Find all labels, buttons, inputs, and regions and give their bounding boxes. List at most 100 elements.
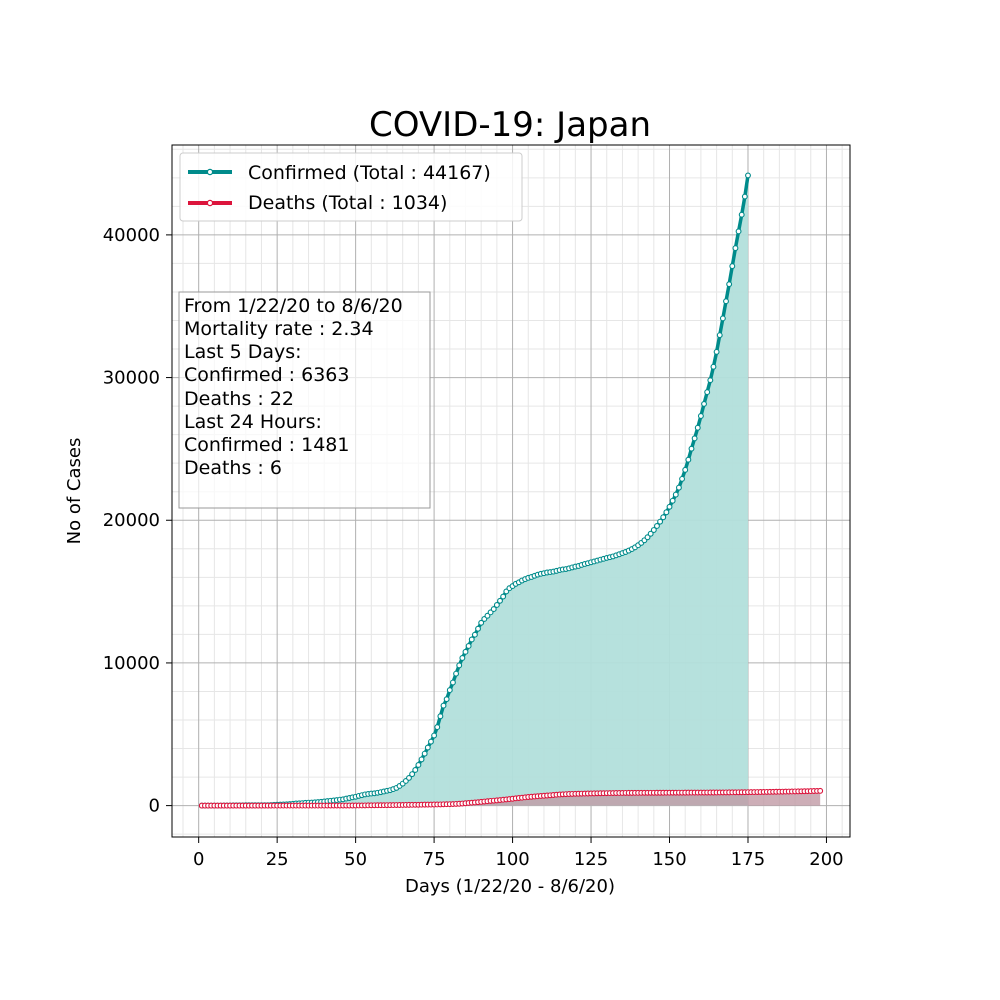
y-tick-label: 30000 xyxy=(103,368,160,389)
series-0-point xyxy=(406,774,412,781)
series-0-point xyxy=(735,228,742,235)
series-0-point xyxy=(713,348,720,355)
y-tick-label: 40000 xyxy=(103,225,160,246)
series-0-point xyxy=(431,732,438,739)
legend: Confirmed (Total : 44167) Deaths (Total … xyxy=(179,152,523,222)
series-0-point xyxy=(682,466,689,473)
y-axis-label: No of Cases xyxy=(64,438,85,545)
y-tick-label: 10000 xyxy=(103,653,160,674)
info-line-last5-heading: Last 5 Days: xyxy=(184,341,302,363)
series-0-point xyxy=(497,597,503,604)
series-0-point xyxy=(726,281,733,288)
series-0-point xyxy=(694,424,701,431)
series-0-point xyxy=(415,761,422,768)
series-0-point xyxy=(468,636,475,643)
series-0-point xyxy=(490,606,497,613)
series-0-point xyxy=(465,643,472,649)
x-tick-label: 25 xyxy=(266,849,289,870)
series-0-point xyxy=(443,696,450,703)
series-0-point xyxy=(723,298,729,305)
series-0-point xyxy=(462,648,469,655)
info-line-last24-heading: Last 24 Hours: xyxy=(184,411,322,433)
x-tick-label: 0 xyxy=(193,849,204,870)
series-0-point xyxy=(710,363,717,370)
info-line-range: From 1/22/20 to 8/6/20 xyxy=(184,295,403,317)
series-0-point xyxy=(685,456,692,463)
series-0-point xyxy=(437,713,444,720)
series-0-point xyxy=(729,263,736,270)
series-0-point xyxy=(732,245,739,252)
series-0-point xyxy=(647,530,654,537)
series-0-point xyxy=(669,497,676,504)
info-line-last24-confirmed: Confirmed : 1481 xyxy=(184,434,349,456)
series-0-point xyxy=(446,687,453,694)
y-tick-label: 0 xyxy=(149,796,160,817)
series-0-point xyxy=(434,724,441,731)
series-0-point xyxy=(697,413,704,419)
y-axis-ticks: 0 10000 20000 30000 40000 xyxy=(103,225,172,817)
series-0-point xyxy=(471,631,478,638)
x-tick-label: 100 xyxy=(495,849,529,870)
series-1-point xyxy=(817,787,824,794)
series-0-point xyxy=(663,509,670,516)
series-0-point xyxy=(745,172,751,179)
series-0-point xyxy=(675,484,682,491)
series-0-point xyxy=(672,491,679,498)
series-0-point xyxy=(475,625,481,632)
series-0-point xyxy=(493,601,500,608)
series-0-point xyxy=(707,377,714,384)
info-line-last5-confirmed: Confirmed : 6363 xyxy=(184,364,349,386)
legend-deaths-label: Deaths (Total : 1034) xyxy=(248,192,447,214)
plot-frame xyxy=(171,144,851,838)
x-tick-label: 50 xyxy=(344,849,367,870)
x-tick-label: 75 xyxy=(423,849,446,870)
legend-confirmed-label: Confirmed (Total : 44167) xyxy=(248,162,491,184)
info-box: From 1/22/20 to 8/6/20 Mortality rate : … xyxy=(178,291,431,509)
x-axis-label: Days (1/22/20 - 8/6/20) xyxy=(405,876,615,897)
legend-deaths-marker xyxy=(206,199,214,207)
series-0-point xyxy=(738,211,745,218)
info-line-last5-deaths: Deaths : 22 xyxy=(184,388,294,410)
series-0-point xyxy=(704,389,711,396)
series-markers xyxy=(198,172,824,809)
series-0-point xyxy=(654,523,660,529)
x-tick-label: 175 xyxy=(731,849,765,870)
series-0-point xyxy=(440,702,447,709)
series-0-point xyxy=(428,738,434,745)
series-0-point xyxy=(459,655,466,661)
series-0-point xyxy=(644,534,651,541)
series-0-area xyxy=(201,175,748,806)
series-0-point xyxy=(478,619,485,626)
series-0-point xyxy=(500,593,507,600)
legend-box xyxy=(179,152,523,222)
info-line-last24-deaths: Deaths : 6 xyxy=(184,457,282,479)
series-0-point xyxy=(741,193,748,200)
series-0-point xyxy=(688,445,695,452)
series-0-point xyxy=(679,475,686,482)
chart-title: COVID-19: Japan xyxy=(369,105,651,145)
series-0-point xyxy=(657,518,664,525)
info-line-mortality: Mortality rate : 2.34 xyxy=(184,318,374,340)
series-0-point xyxy=(701,400,707,407)
x-tick-label: 200 xyxy=(809,849,843,870)
y-tick-label: 20000 xyxy=(103,510,160,531)
series-0-point xyxy=(691,435,698,442)
series-0-point xyxy=(421,750,428,757)
series-0-point xyxy=(716,332,723,339)
series-0-point xyxy=(418,756,425,763)
series-0-point xyxy=(456,662,463,669)
series-0-point xyxy=(412,766,419,773)
x-axis-ticks: 0 25 50 75 100 125 150 175 200 xyxy=(193,837,844,870)
series-0-point xyxy=(666,503,673,510)
series-0-point xyxy=(650,527,657,533)
x-tick-label: 125 xyxy=(574,849,608,870)
legend-confirmed-marker xyxy=(206,168,214,176)
series-0-point xyxy=(449,679,456,686)
x-tick-label: 150 xyxy=(652,849,686,870)
series-0-point xyxy=(660,514,667,521)
series-0-point xyxy=(424,744,431,751)
series-0-point xyxy=(719,315,726,322)
info-box-frame xyxy=(178,291,431,509)
series-0-point xyxy=(453,670,460,677)
